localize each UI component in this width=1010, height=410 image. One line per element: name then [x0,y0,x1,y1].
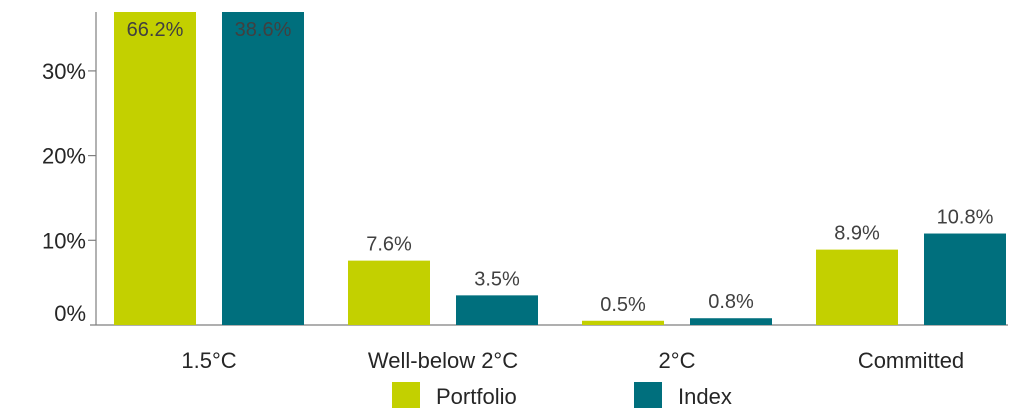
bar-portfolio [816,249,898,325]
bar-index [690,318,772,325]
bar-portfolio [582,320,664,325]
y-tick-label: 20% [42,144,86,169]
bar-index [222,12,304,325]
bar-value-label: 3.5% [474,268,520,290]
y-tick-label: 0% [54,301,86,326]
bar-value-label: 7.6% [366,234,412,256]
bar-portfolio [348,260,430,325]
bar-index [456,295,538,325]
bar-value-label: 0.8% [708,291,754,313]
legend-swatch-portfolio [392,382,420,408]
bars [114,12,1006,325]
legend-label: Index [678,384,732,409]
x-tick-label: Committed [858,348,964,373]
legend-label: Portfolio [436,384,517,409]
legend: Portfolio Index [392,382,732,409]
x-tick-label: Well-below 2°C [368,348,518,373]
bar-value-label: 8.9% [834,223,880,245]
bar-value-label: 0.5% [600,294,646,316]
bar-portfolio [114,12,196,325]
x-tick-label: 2°C [659,348,696,373]
y-tick-label: 10% [42,228,86,253]
bar-value-label: 10.8% [937,207,994,229]
bar-index [924,233,1006,325]
x-tick-label: 1.5°C [181,348,236,373]
y-tick-label: 30% [42,59,86,84]
x-axis-labels: 1.5°C Well-below 2°C 2°C Committed [181,348,964,373]
bar-value-labels: 66.2% 38.6% 7.6% 3.5% 0.5% 0.8% 8.9% 10.8% [127,19,994,316]
bar-value-label: 66.2% [127,19,184,41]
legend-swatch-index [634,382,662,408]
bar-value-label: 38.6% [235,19,292,41]
